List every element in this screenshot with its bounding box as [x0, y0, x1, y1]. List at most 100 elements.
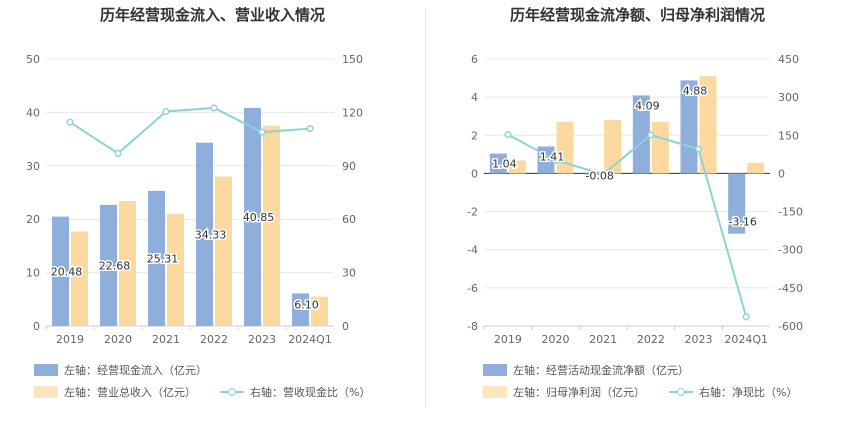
bar-secondary [556, 121, 574, 174]
bar-data-label: -3.16 [728, 216, 756, 229]
legend-label: 右轴：营收现金比（%） [250, 386, 371, 399]
legend-line-swatch [220, 386, 244, 398]
legend-label: 左轴：归母净利润（亿元） [513, 386, 645, 399]
x-axis-tick-label: 2020 [542, 333, 570, 346]
right-axis-tick-label: 90 [342, 160, 356, 173]
right-axis-tick-label: -450 [778, 282, 803, 295]
bar-data-label: 6.10 [294, 298, 319, 311]
x-axis-tick-label: 2023 [248, 333, 276, 346]
left-axis-tick-label: -2 [467, 206, 478, 219]
legend-item-net-cash[interactable]: 左轴：经营活动现金流净额（亿元） [483, 362, 689, 378]
bar-data-label: 4.09 [635, 99, 660, 112]
bar-data-label: 20.48 [51, 265, 83, 278]
x-axis-tick-label: 2020 [104, 333, 132, 346]
legend-label: 左轴：经营现金流入（亿元） [64, 364, 207, 377]
line-series [69, 106, 311, 155]
bar-primary [52, 216, 69, 326]
legend-label: 右轴：净现比（%） [699, 386, 798, 399]
bar-data-label: 40.85 [243, 211, 275, 224]
left-axis-tick-label: 4 [471, 91, 478, 104]
left-axis-tick-label: 30 [26, 160, 40, 173]
left-axis-tick-label: 0 [33, 320, 40, 333]
line-point [647, 131, 655, 139]
right-axis-tick-label: -600 [778, 320, 803, 333]
legend-swatch [483, 364, 507, 376]
bar-data-label: 25.31 [147, 252, 179, 265]
bar-secondary [508, 160, 526, 174]
left-axis-tick-label: 20 [26, 213, 40, 226]
x-axis-tick-label: 2024Q1 [288, 333, 332, 346]
x-axis-tick-label: 2022 [200, 333, 228, 346]
right-axis-tick-label: 30 [342, 267, 356, 280]
bar-primary [100, 204, 117, 326]
bar-primary [632, 95, 650, 174]
x-axis-tick-label: 2019 [56, 333, 84, 346]
bar-secondary [747, 162, 765, 174]
panel-divider [425, 8, 426, 408]
left-axis-tick-label: 2 [471, 129, 478, 142]
bar-primary [728, 173, 746, 234]
right-axis-tick-label: 450 [778, 53, 799, 66]
right-axis-tick-label: -300 [778, 244, 803, 257]
bar-data-label: 34.33 [195, 228, 227, 241]
chart-title: 历年经营现金流净额、归母净利润情况 [509, 6, 765, 24]
left-axis-tick-label: 10 [26, 267, 40, 280]
bar-secondary [604, 120, 622, 174]
legend-item-cash-ratio[interactable]: 右轴：营收现金比（%） [220, 384, 370, 400]
bar-data-label: 22.68 [99, 259, 131, 272]
bar-secondary [119, 201, 136, 326]
line-point [742, 313, 750, 321]
legend-swatch [34, 386, 58, 398]
line-point [258, 128, 266, 136]
right-axis-tick-label: 150 [342, 53, 363, 66]
left-axis-tick-label: 6 [471, 53, 478, 66]
bar-data-label: 1.41 [540, 151, 565, 164]
chart-panel-cash-inflow: 历年经营现金流入、营业收入情况 0 10 20 30 40 50 0 30 60 90 120 150… [26, 6, 370, 400]
line-point [694, 145, 703, 153]
bar-data-label: -0.08 [585, 169, 613, 182]
x-axis-tick-label: 2021 [589, 333, 617, 346]
bar-secondary [311, 296, 328, 326]
right-axis-tick-label: 0 [778, 167, 785, 180]
right-axis-tick-label: 60 [342, 213, 356, 226]
bar-primary [148, 190, 165, 326]
right-axis-tick-label: 0 [342, 320, 349, 333]
legend-swatch [483, 386, 507, 398]
chart-title: 历年经营现金流入、营业收入情况 [99, 6, 325, 24]
right-axis-tick-label: 150 [778, 129, 799, 142]
right-axis-tick-label: -150 [778, 206, 803, 219]
x-axis-tick-label: 2019 [494, 333, 522, 346]
chart-plot: 0 10 20 30 40 50 0 30 60 90 120 150 2019 2020 2021 2022… [26, 53, 363, 346]
right-axis-tick-label: 120 [342, 106, 363, 119]
line-point [66, 118, 74, 126]
bar-data-label: 1.04 [492, 158, 516, 171]
left-axis-tick-label: 0 [471, 167, 478, 180]
bar-primary [244, 107, 261, 327]
legend-item-cash-inflow[interactable]: 左轴：经营现金流入（亿元） [34, 362, 207, 378]
bar-data-label: 4.88 [683, 84, 708, 97]
legend-label: 左轴：营业总收入（亿元） [64, 386, 196, 399]
legend-item-net-profit[interactable]: 左轴：归母净利润（亿元） [483, 384, 645, 400]
bar-primary [489, 153, 507, 174]
legend-swatch [34, 364, 58, 376]
legend-item-revenue[interactable]: 左轴：营业总收入（亿元） [34, 384, 196, 400]
left-axis-tick-label: -8 [467, 320, 478, 333]
chart-plot: -8 -6 -4 -2 0 2 4 6 -600 -450 -300 -150 0 150 300 450 20… [467, 53, 803, 346]
line-point [599, 170, 607, 178]
x-axis-tick-label: 2022 [637, 333, 665, 346]
bar-secondary [71, 231, 88, 326]
line-point [504, 130, 512, 139]
left-axis-tick-label: 50 [26, 53, 40, 66]
legend-item-net-ratio[interactable]: 右轴：净现比（%） [669, 384, 797, 400]
bar-secondary [263, 125, 280, 326]
line-point [162, 107, 170, 116]
line-point [306, 125, 314, 133]
chart-panel-net-cash: 历年经营现金流净额、归母净利润情况 -8 -6 -4 -2 0 2 4 6 -600 -450 -3… [425, 0, 850, 437]
bar-secondary [651, 121, 669, 174]
x-axis-tick-label: 2024Q1 [724, 333, 768, 346]
line-series [507, 133, 748, 318]
x-axis-tick-label: 2023 [685, 333, 713, 346]
legend-line-swatch [669, 386, 693, 398]
bar-primary [680, 80, 698, 174]
bar-primary [196, 142, 213, 326]
